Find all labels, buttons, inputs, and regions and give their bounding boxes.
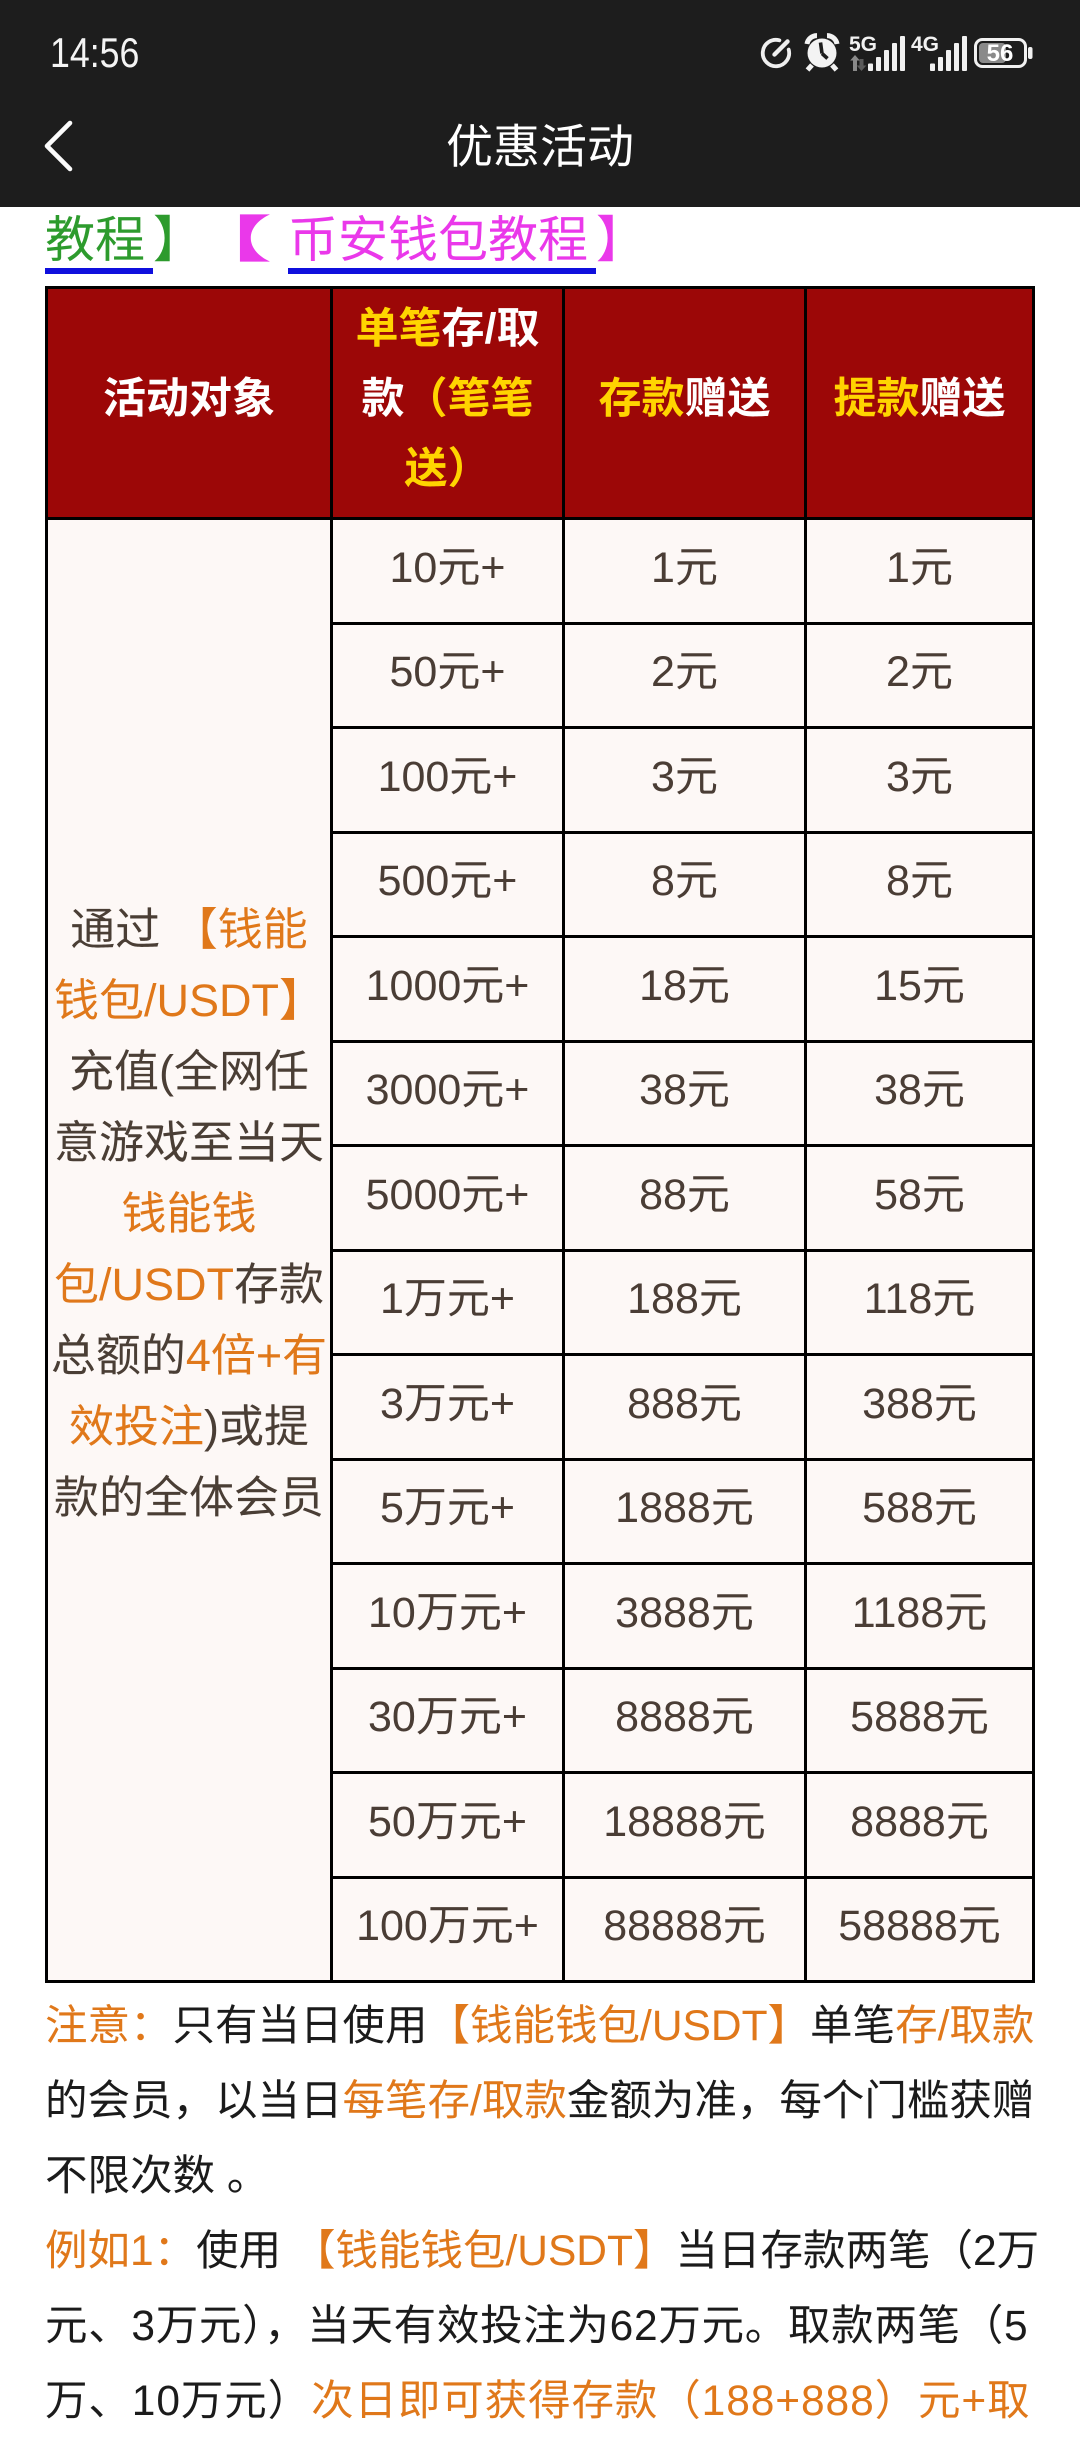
- svg-text:5G: 5G: [849, 33, 877, 56]
- svg-text:4G: 4G: [911, 33, 939, 56]
- svg-text:56: 56: [987, 40, 1014, 67]
